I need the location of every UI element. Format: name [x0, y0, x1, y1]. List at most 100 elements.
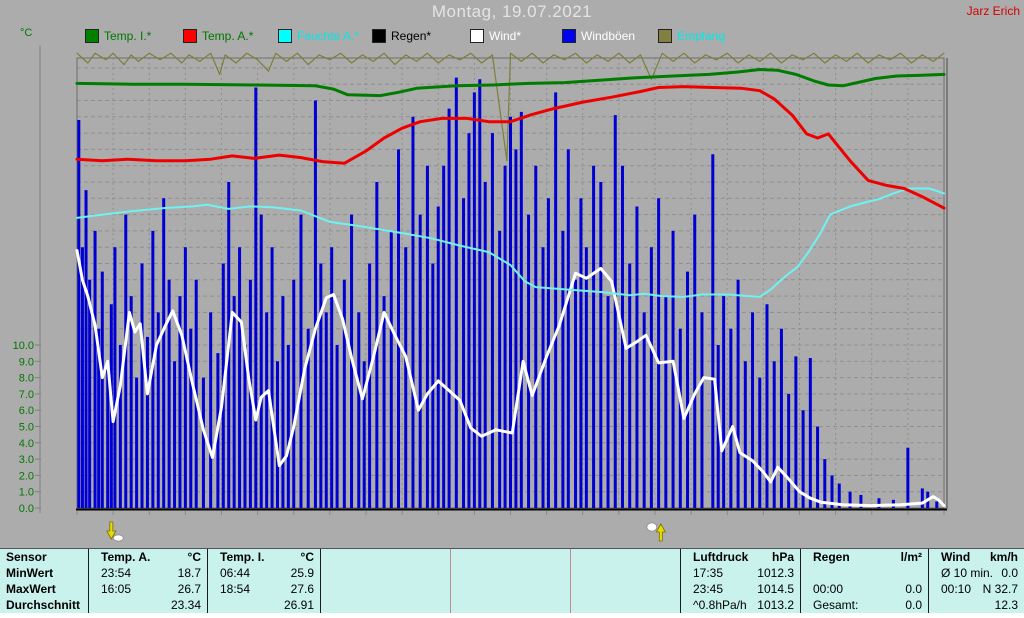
- table-cell: [450, 597, 570, 613]
- table-cell: 12.3: [928, 597, 1024, 613]
- table-cell-time: Temp. A.: [101, 550, 151, 564]
- table-cell-value: °C: [300, 550, 314, 564]
- table-cell-time: 17:35: [693, 566, 724, 580]
- table-cell: 23:54 18.7: [88, 565, 207, 581]
- table-cell: 00:00 0.0: [800, 581, 928, 597]
- table-cell-value: 26.7: [177, 582, 201, 596]
- moonrise-marker: [646, 522, 666, 542]
- table-cell-value: km/h: [989, 550, 1018, 564]
- table-cell-time: 06:44: [220, 566, 251, 580]
- table-cell-value: 1014.5: [757, 582, 794, 596]
- y-axis-tick-label: 0.0: [19, 503, 34, 515]
- y-axis-tick-label: 1.0: [19, 487, 34, 499]
- y-axis-tick-label: 3.0: [19, 454, 34, 466]
- table-cell: [320, 581, 450, 597]
- table-cell: 06:44 25.9: [207, 565, 320, 581]
- series-line-temp-i: [75, 68, 946, 98]
- table-cell: Gesamt: 0.0: [800, 597, 928, 613]
- table-row-label: MinWert: [6, 566, 54, 580]
- table-cell-value: 0.0: [1001, 566, 1018, 580]
- legend-swatch-temp-a: [183, 29, 197, 43]
- y-axis-unit-label: °C: [20, 27, 33, 39]
- legend-item-temp-i: Temp. I.*: [85, 28, 151, 44]
- table-cell: [800, 565, 928, 581]
- y-axis-tick-label: 7.0: [19, 389, 34, 401]
- y-axis-tick-label: 8.0: [19, 373, 34, 385]
- table-cell: 17:35 1012.3: [680, 565, 800, 581]
- table-cell: Temp. I. °C: [207, 549, 320, 565]
- table-cell: [450, 581, 570, 597]
- table-cell-time: Temp. I.: [220, 550, 265, 564]
- legend-label-empfang: Empfang: [677, 29, 726, 43]
- table-cell-value: 1013.2: [757, 598, 794, 612]
- table-cell: [570, 549, 680, 565]
- y-axis-tick-label: 6.0: [19, 405, 34, 417]
- table-cell-time: Luftdruck: [693, 550, 749, 564]
- table-cell-time: Ø 10 min.: [941, 566, 994, 580]
- table-cell: [450, 565, 570, 581]
- table-cell: 26.91: [207, 597, 320, 613]
- table-cell: Regen l/m²: [800, 549, 928, 565]
- legend-item-regen: Regen*: [372, 28, 431, 44]
- table-cell: [320, 549, 450, 565]
- legend-item-empfang: Empfang: [658, 28, 725, 44]
- table-cell-value: 27.6: [290, 582, 314, 596]
- legend-item-windboeen: Windböen: [562, 28, 635, 44]
- table-cell-value: hPa: [771, 550, 794, 564]
- table-cell: 18:54 27.6: [207, 581, 320, 597]
- legend-label-feuchte-a: Feuchte A.*: [297, 29, 360, 43]
- table-cell-time: Wind: [941, 550, 971, 564]
- table-cell-value: 18.7: [177, 566, 201, 580]
- legend-swatch-regen: [372, 29, 386, 43]
- legend-label-temp-a: Temp. A.*: [202, 29, 254, 43]
- legend-item-feuchte-a: Feuchte A.*: [278, 28, 359, 44]
- legend-label-temp-i: Temp. I.*: [104, 29, 152, 43]
- table-cell: Luftdruck hPa: [680, 549, 800, 565]
- table-cell-value: 26.91: [283, 598, 314, 612]
- table-cell-time: Gesamt:: [813, 598, 859, 612]
- legend-swatch-feuchte-a: [278, 29, 292, 43]
- series-line-temp-a: [75, 85, 946, 210]
- table-row-label: MaxWert: [6, 582, 56, 596]
- y-axis-tick-label: 9.0: [19, 356, 34, 368]
- table-cell: 16:05 26.7: [88, 581, 207, 597]
- table-cell: [320, 565, 450, 581]
- y-axis-tick-label: 4.0: [19, 438, 34, 450]
- legend-item-temp-a: Temp. A.*: [183, 28, 253, 44]
- legend: Temp. I.* Temp. A.* Feuchte A.* Regen* Wind*…: [0, 28, 1024, 46]
- legend-label-regen: Regen*: [391, 29, 432, 43]
- table-cell-value: 0.0: [905, 598, 922, 612]
- table-cell: 23.34: [88, 597, 207, 613]
- series-line-feuchte-a: [76, 187, 945, 298]
- table-cell-value: 12.3: [994, 598, 1018, 612]
- table-cell: ^0.8hPa/h 1013.2: [680, 597, 800, 613]
- table-cell-value: 1012.3: [757, 566, 794, 580]
- y-axis-tick-label: 5.0: [19, 422, 34, 434]
- moonset-marker: [106, 521, 124, 542]
- table-cell-time: Regen: [813, 550, 850, 564]
- table-cell: Temp. A. °C: [88, 549, 207, 565]
- table-cell-value: 0.0: [905, 582, 922, 596]
- table-cell: 00:10 N 32.7: [928, 581, 1024, 597]
- table-cell-time: 23:54: [101, 566, 132, 580]
- series-line-wind: [75, 249, 946, 508]
- table-cell-time: 23:45: [693, 582, 724, 596]
- legend-label-windboeen: Windböen: [581, 29, 636, 43]
- table-cell: [450, 549, 570, 565]
- table-cell: Wind km/h: [928, 549, 1024, 565]
- table-cell: 23:45 1014.5: [680, 581, 800, 597]
- legend-label-wind: Wind*: [489, 29, 522, 43]
- table-cell-value: 25.9: [290, 566, 314, 580]
- table-cell-time: 00:10: [941, 582, 972, 596]
- table-cell-time: 16:05: [101, 582, 132, 596]
- table-cell-value: N 32.7: [982, 582, 1018, 596]
- legend-item-wind: Wind*: [470, 28, 521, 44]
- page-title: Montag, 19.07.2021: [431, 2, 593, 21]
- y-axis-tick-label: 2.0: [19, 470, 34, 482]
- table-cell: [570, 581, 680, 597]
- stats-table: Sensor Temp. A. °C Temp. I. °C Luftdruck hPa Re…: [0, 548, 1024, 613]
- table-row-label: Sensor: [6, 550, 47, 564]
- table-row-label: Durchschnitt: [6, 598, 81, 612]
- legend-swatch-wind: [470, 29, 484, 43]
